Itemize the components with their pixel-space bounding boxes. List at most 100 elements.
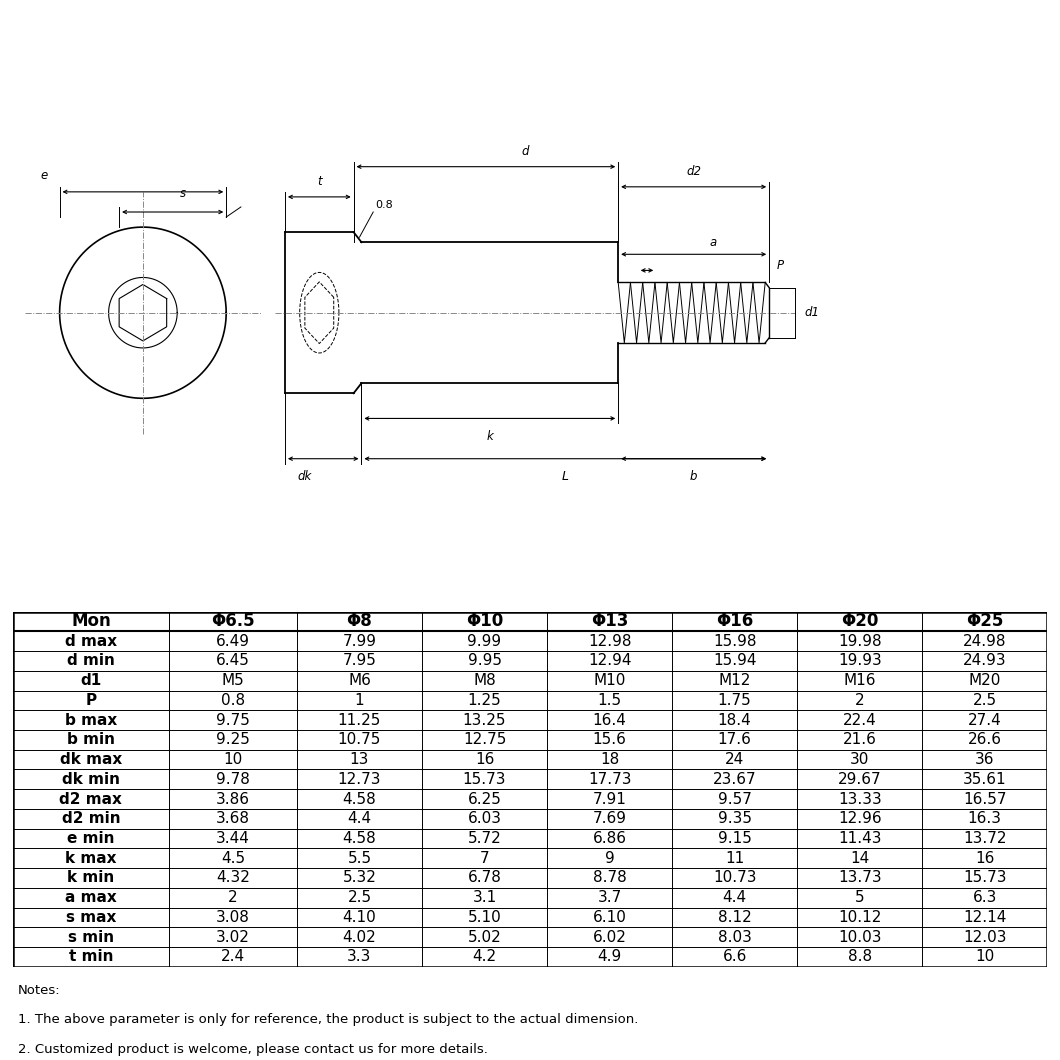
- Text: 8.8: 8.8: [848, 950, 871, 965]
- Text: 15.94: 15.94: [713, 653, 757, 669]
- Text: 7.95: 7.95: [342, 653, 376, 669]
- Text: s: s: [179, 187, 186, 200]
- Text: t min: t min: [69, 950, 113, 965]
- Text: Φ13: Φ13: [590, 613, 629, 631]
- Text: s min: s min: [68, 930, 113, 944]
- Text: M8: M8: [473, 673, 496, 688]
- Text: 11.43: 11.43: [838, 831, 882, 846]
- Text: 3.68: 3.68: [216, 811, 250, 826]
- Text: 13.33: 13.33: [837, 792, 882, 807]
- Text: Φ8: Φ8: [347, 613, 372, 631]
- Text: 2. Customized product is welcome, please contact us for more details.: 2. Customized product is welcome, please…: [18, 1043, 488, 1056]
- Text: M20: M20: [969, 673, 1001, 688]
- Text: 6.25: 6.25: [467, 792, 501, 807]
- Text: 4.10: 4.10: [342, 909, 376, 925]
- Text: 15.73: 15.73: [962, 870, 1007, 885]
- Text: d2 max: d2 max: [59, 792, 122, 807]
- Text: M12: M12: [719, 673, 750, 688]
- Text: 16: 16: [475, 753, 494, 767]
- Text: 23.67: 23.67: [712, 772, 757, 787]
- Text: 7.99: 7.99: [342, 634, 376, 649]
- Text: 6.49: 6.49: [216, 634, 250, 649]
- Text: 8.12: 8.12: [718, 909, 752, 925]
- Text: 3.44: 3.44: [216, 831, 250, 846]
- Text: 9.99: 9.99: [467, 634, 501, 649]
- Text: 4.02: 4.02: [342, 930, 376, 944]
- Text: 5.72: 5.72: [467, 831, 501, 846]
- Text: 9.75: 9.75: [216, 712, 250, 727]
- Text: 3.08: 3.08: [216, 909, 250, 925]
- Text: 2: 2: [228, 890, 237, 905]
- Text: M5: M5: [222, 673, 245, 688]
- Text: Notes:: Notes:: [18, 984, 60, 996]
- Text: 12.96: 12.96: [837, 811, 882, 826]
- Text: dk min: dk min: [61, 772, 120, 787]
- Text: 6.6: 6.6: [723, 950, 747, 965]
- Text: 6.03: 6.03: [467, 811, 501, 826]
- Text: 24.93: 24.93: [962, 653, 1007, 669]
- Text: b min: b min: [67, 732, 114, 747]
- Text: 24.98: 24.98: [962, 634, 1007, 649]
- Text: P: P: [85, 693, 96, 708]
- Text: 9.78: 9.78: [216, 772, 250, 787]
- Text: 13.73: 13.73: [837, 870, 882, 885]
- Text: 6.10: 6.10: [593, 909, 626, 925]
- Text: d min: d min: [67, 653, 114, 669]
- Text: Φ25: Φ25: [966, 613, 1004, 631]
- Text: k min: k min: [67, 870, 114, 885]
- Text: 6.78: 6.78: [467, 870, 501, 885]
- Text: 1: 1: [355, 693, 365, 708]
- Text: 5.10: 5.10: [467, 909, 501, 925]
- Text: 30: 30: [850, 753, 869, 767]
- Text: 3.3: 3.3: [348, 950, 372, 965]
- Text: 4.32: 4.32: [216, 870, 250, 885]
- Text: b max: b max: [65, 712, 117, 727]
- Text: 36: 36: [975, 753, 994, 767]
- Text: 16: 16: [975, 851, 994, 866]
- Text: 4.2: 4.2: [473, 950, 496, 965]
- Text: 11.25: 11.25: [338, 712, 382, 727]
- Text: 17.73: 17.73: [588, 772, 632, 787]
- Text: 18: 18: [600, 753, 619, 767]
- Text: 27.4: 27.4: [968, 712, 1002, 727]
- Text: 5.5: 5.5: [348, 851, 372, 866]
- Text: 10.03: 10.03: [838, 930, 882, 944]
- Text: 26.6: 26.6: [968, 732, 1002, 747]
- Text: 9.95: 9.95: [467, 653, 501, 669]
- Text: Mon: Mon: [71, 613, 110, 631]
- Text: 4.4: 4.4: [348, 811, 372, 826]
- Text: 4.58: 4.58: [342, 831, 376, 846]
- Text: 12.75: 12.75: [463, 732, 507, 747]
- Text: 2.5: 2.5: [973, 693, 996, 708]
- Text: 6.3: 6.3: [973, 890, 997, 905]
- Text: 16.4: 16.4: [593, 712, 626, 727]
- Text: 21.6: 21.6: [843, 732, 877, 747]
- Text: 12.14: 12.14: [964, 909, 1006, 925]
- Text: 19.93: 19.93: [837, 653, 882, 669]
- Text: M10: M10: [594, 673, 625, 688]
- Text: 12.98: 12.98: [588, 634, 632, 649]
- Text: 1.25: 1.25: [467, 693, 501, 708]
- Text: s max: s max: [66, 909, 116, 925]
- Text: Φ16: Φ16: [716, 613, 754, 631]
- Text: 0.8: 0.8: [220, 693, 245, 708]
- Text: 10.73: 10.73: [713, 870, 757, 885]
- Text: 14: 14: [850, 851, 869, 866]
- Text: 17.6: 17.6: [718, 732, 752, 747]
- Text: Φ20: Φ20: [841, 613, 879, 631]
- Text: 10.75: 10.75: [338, 732, 382, 747]
- Text: 3.1: 3.1: [473, 890, 497, 905]
- Text: k: k: [487, 430, 493, 443]
- Text: dk: dk: [298, 471, 312, 483]
- Text: 1.75: 1.75: [718, 693, 752, 708]
- Text: a max: a max: [65, 890, 117, 905]
- Text: 16.57: 16.57: [962, 792, 1007, 807]
- Text: 4.58: 4.58: [342, 792, 376, 807]
- Text: 12.94: 12.94: [588, 653, 632, 669]
- Text: 8.78: 8.78: [593, 870, 626, 885]
- Text: 12.03: 12.03: [962, 930, 1007, 944]
- Text: 2.4: 2.4: [220, 950, 245, 965]
- Text: k max: k max: [65, 851, 117, 866]
- Text: d2 min: d2 min: [61, 811, 120, 826]
- Text: 5.32: 5.32: [342, 870, 376, 885]
